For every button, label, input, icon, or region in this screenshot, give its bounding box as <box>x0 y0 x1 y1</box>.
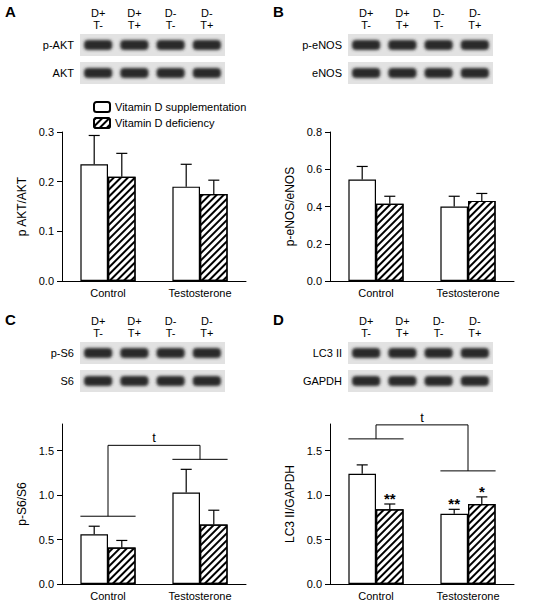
svg-text:Testosterone: Testosterone <box>169 287 232 299</box>
svg-text:0.0: 0.0 <box>307 578 322 590</box>
svg-text:D-: D- <box>165 315 177 327</box>
svg-text:Control: Control <box>90 287 125 299</box>
svg-text:D+: D+ <box>127 7 141 19</box>
svg-text:T-: T- <box>166 327 176 339</box>
svg-text:T+: T+ <box>396 19 409 31</box>
svg-text:D-: D- <box>201 315 213 327</box>
svg-text:0.2: 0.2 <box>39 176 54 188</box>
svg-text:0.0: 0.0 <box>39 578 54 590</box>
svg-text:B: B <box>273 3 284 20</box>
svg-text:0.3: 0.3 <box>39 126 54 138</box>
svg-text:T-: T- <box>166 19 176 31</box>
svg-text:T+: T+ <box>200 327 213 339</box>
svg-text:T-: T- <box>93 19 103 31</box>
svg-text:AKT: AKT <box>53 67 75 79</box>
svg-text:D+: D+ <box>395 7 409 19</box>
svg-text:T+: T+ <box>396 327 409 339</box>
svg-text:t: t <box>152 430 156 445</box>
svg-text:T+: T+ <box>468 19 481 31</box>
svg-text:p-S6: p-S6 <box>51 347 74 359</box>
svg-text:T+: T+ <box>468 327 481 339</box>
svg-text:0.1: 0.1 <box>39 225 54 237</box>
svg-text:t: t <box>420 410 424 425</box>
svg-text:D+: D+ <box>395 315 409 327</box>
svg-text:Testosterone: Testosterone <box>437 590 500 602</box>
svg-text:Vitamin D deficiency: Vitamin D deficiency <box>115 117 215 129</box>
svg-text:p-S6/S6: p-S6/S6 <box>15 482 29 526</box>
svg-text:T-: T- <box>434 19 444 31</box>
svg-text:T-: T- <box>361 19 371 31</box>
svg-text:p-eNOS/eNOS: p-eNOS/eNOS <box>283 167 297 246</box>
svg-text:Testosterone: Testosterone <box>169 590 232 602</box>
svg-text:eNOS: eNOS <box>312 67 342 79</box>
svg-text:0.8: 0.8 <box>307 126 322 138</box>
svg-text:0.5: 0.5 <box>307 534 322 546</box>
svg-text:p AKT/AKT: p AKT/AKT <box>15 176 29 236</box>
svg-text:Control: Control <box>358 590 393 602</box>
svg-text:T-: T- <box>434 327 444 339</box>
svg-text:GAPDH: GAPDH <box>303 375 342 387</box>
svg-text:D-: D- <box>165 7 177 19</box>
svg-text:Vitamin D supplementation: Vitamin D supplementation <box>115 101 246 113</box>
svg-text:D-: D- <box>469 7 481 19</box>
svg-text:p-eNOS: p-eNOS <box>302 39 342 51</box>
svg-text:0.5: 0.5 <box>39 534 54 546</box>
svg-text:0.6: 0.6 <box>307 163 322 175</box>
svg-text:1.0: 1.0 <box>307 489 322 501</box>
svg-text:D-: D- <box>433 315 445 327</box>
svg-text:Control: Control <box>90 590 125 602</box>
svg-text:LC3 II: LC3 II <box>313 347 342 359</box>
svg-text:0.0: 0.0 <box>39 275 54 287</box>
svg-text:Control: Control <box>358 287 393 299</box>
svg-text:1.5: 1.5 <box>39 445 54 457</box>
svg-text:*: * <box>479 483 485 500</box>
svg-text:D-: D- <box>469 315 481 327</box>
svg-text:T+: T+ <box>200 19 213 31</box>
svg-text:D-: D- <box>201 7 213 19</box>
svg-text:S6: S6 <box>61 375 74 387</box>
svg-text:D: D <box>273 311 284 328</box>
svg-text:0.4: 0.4 <box>307 201 322 213</box>
svg-text:T+: T+ <box>128 19 141 31</box>
svg-text:1.5: 1.5 <box>307 445 322 457</box>
svg-text:Testosterone: Testosterone <box>437 287 500 299</box>
svg-text:**: ** <box>384 490 396 507</box>
svg-text:D+: D+ <box>359 315 373 327</box>
svg-text:D-: D- <box>433 7 445 19</box>
svg-text:C: C <box>5 311 16 328</box>
svg-text:T-: T- <box>361 327 371 339</box>
svg-text:D+: D+ <box>127 315 141 327</box>
svg-text:D+: D+ <box>359 7 373 19</box>
svg-text:D+: D+ <box>91 315 105 327</box>
svg-text:A: A <box>5 3 16 20</box>
svg-text:LC3 II/GAPDH: LC3 II/GAPDH <box>283 465 297 543</box>
svg-text:T-: T- <box>93 327 103 339</box>
svg-text:**: ** <box>448 495 460 512</box>
svg-text:1.0: 1.0 <box>39 489 54 501</box>
svg-text:0.0: 0.0 <box>307 275 322 287</box>
svg-text:T+: T+ <box>128 327 141 339</box>
svg-text:0.2: 0.2 <box>307 238 322 250</box>
svg-text:D+: D+ <box>91 7 105 19</box>
svg-text:p-AKT: p-AKT <box>43 39 74 51</box>
